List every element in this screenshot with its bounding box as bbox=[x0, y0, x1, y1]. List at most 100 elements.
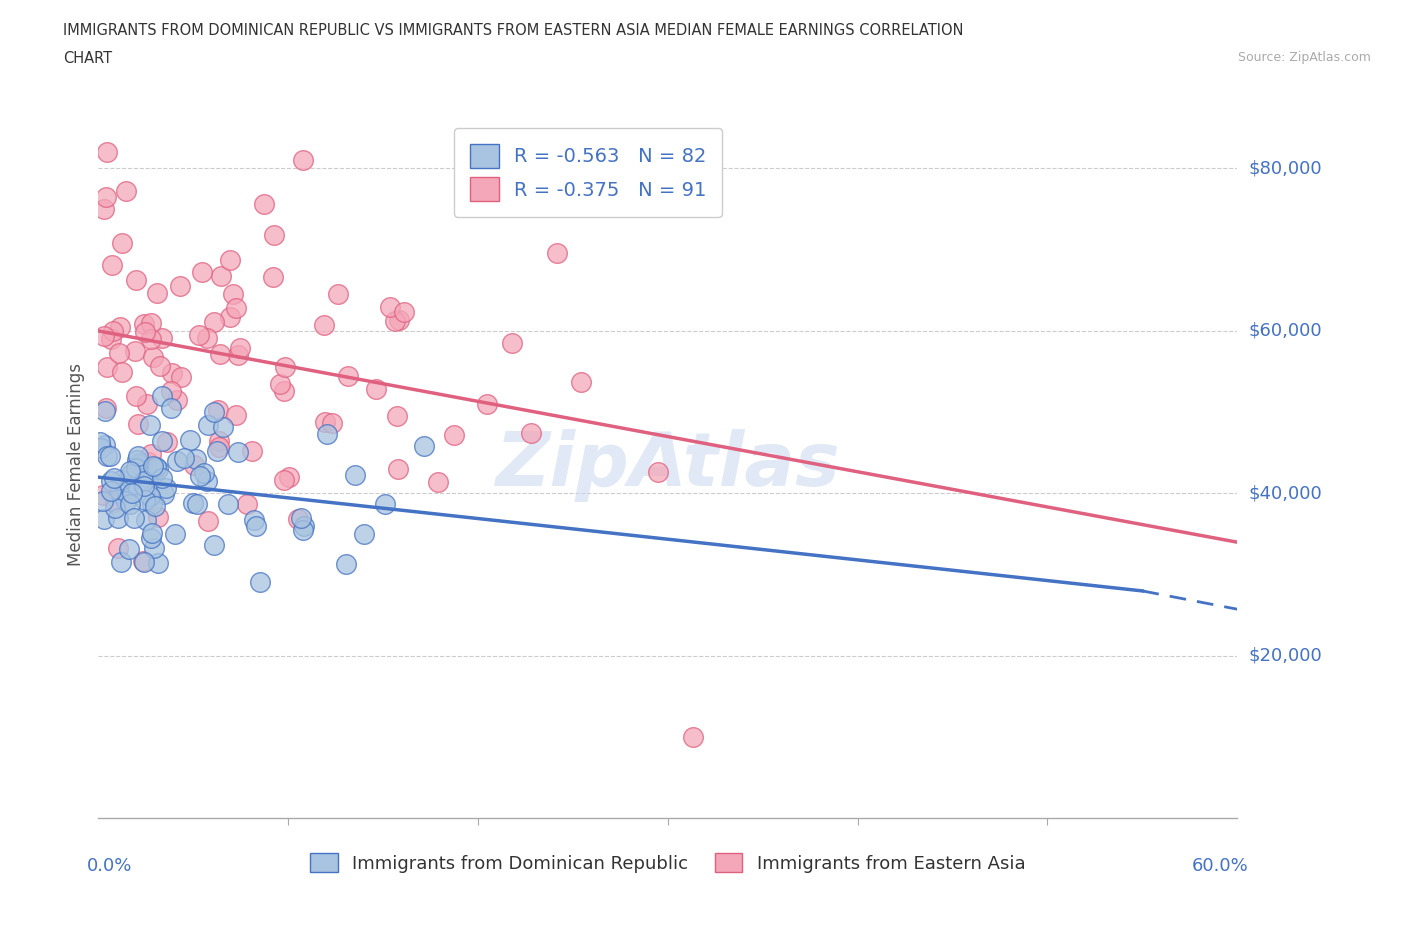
Point bbox=[132, 553, 155, 568]
Point bbox=[110, 554, 132, 569]
Point bbox=[225, 407, 247, 422]
Point bbox=[208, 439, 231, 454]
Text: IMMIGRANTS FROM DOMINICAN REPUBLIC VS IMMIGRANTS FROM EASTERN ASIA MEDIAN FEMALE: IMMIGRANTS FROM DOMINICAN REPUBLIC VS IM… bbox=[63, 23, 963, 38]
Point bbox=[226, 445, 249, 459]
Point bbox=[141, 525, 163, 540]
Point bbox=[205, 444, 228, 458]
Point bbox=[96, 360, 118, 375]
Point bbox=[427, 474, 450, 489]
Point bbox=[139, 488, 162, 503]
Point bbox=[321, 416, 343, 431]
Point bbox=[142, 540, 165, 555]
Point bbox=[170, 370, 193, 385]
Point bbox=[292, 519, 315, 534]
Point bbox=[160, 401, 183, 416]
Point bbox=[374, 497, 396, 512]
Point bbox=[100, 484, 122, 498]
Point bbox=[89, 435, 111, 450]
Point bbox=[117, 482, 139, 497]
Point bbox=[121, 486, 143, 501]
Point bbox=[94, 190, 117, 205]
Point bbox=[277, 470, 299, 485]
Point bbox=[166, 454, 188, 469]
Point bbox=[118, 464, 141, 479]
Point bbox=[240, 444, 263, 458]
Point bbox=[135, 512, 157, 527]
Point bbox=[104, 495, 127, 510]
Point bbox=[380, 300, 402, 315]
Point bbox=[197, 513, 219, 528]
Point bbox=[134, 325, 156, 339]
Y-axis label: Median Female Earnings: Median Female Earnings bbox=[66, 364, 84, 566]
Point bbox=[209, 268, 232, 283]
Point bbox=[187, 327, 209, 342]
Point bbox=[290, 511, 312, 525]
Point bbox=[115, 493, 138, 508]
Point bbox=[100, 473, 122, 488]
Point bbox=[139, 315, 162, 330]
Point bbox=[217, 497, 239, 512]
Point bbox=[384, 313, 406, 328]
Legend: Immigrants from Dominican Republic, Immigrants from Eastern Asia: Immigrants from Dominican Republic, Immi… bbox=[304, 846, 1032, 880]
Point bbox=[153, 486, 176, 501]
Point bbox=[160, 365, 183, 380]
Point bbox=[226, 348, 249, 363]
Text: $60,000: $60,000 bbox=[1249, 322, 1322, 340]
Point bbox=[392, 304, 415, 319]
Point bbox=[195, 473, 218, 488]
Point bbox=[184, 451, 207, 466]
Point bbox=[93, 201, 115, 216]
Point bbox=[94, 438, 117, 453]
Point bbox=[273, 384, 295, 399]
Point bbox=[273, 472, 295, 487]
Point bbox=[413, 438, 436, 453]
Point bbox=[134, 555, 156, 570]
Point bbox=[183, 458, 205, 472]
Point bbox=[101, 324, 124, 339]
Point bbox=[96, 449, 118, 464]
Point bbox=[103, 471, 125, 485]
Point bbox=[316, 426, 339, 441]
Point bbox=[93, 328, 115, 343]
Point bbox=[100, 449, 122, 464]
Point bbox=[501, 335, 523, 350]
Point bbox=[146, 461, 169, 476]
Point bbox=[139, 418, 162, 432]
Point bbox=[136, 471, 159, 485]
Point bbox=[141, 446, 163, 461]
Point bbox=[94, 404, 117, 418]
Point bbox=[141, 497, 163, 512]
Point bbox=[165, 526, 187, 541]
Point bbox=[155, 481, 177, 496]
Point bbox=[475, 397, 498, 412]
Point bbox=[124, 343, 146, 358]
Point bbox=[229, 341, 252, 356]
Point bbox=[156, 434, 179, 449]
Point bbox=[142, 459, 165, 474]
Point bbox=[274, 359, 297, 374]
Point bbox=[136, 454, 159, 469]
Point bbox=[343, 468, 366, 483]
Point bbox=[108, 319, 131, 334]
Point bbox=[100, 331, 122, 346]
Point bbox=[225, 300, 247, 315]
Point bbox=[222, 286, 245, 301]
Point bbox=[219, 310, 242, 325]
Point bbox=[186, 497, 208, 512]
Point bbox=[120, 466, 142, 481]
Point bbox=[443, 428, 465, 443]
Point bbox=[152, 330, 174, 345]
Point bbox=[335, 556, 357, 571]
Point bbox=[328, 286, 350, 301]
Point bbox=[682, 730, 704, 745]
Point bbox=[127, 452, 149, 467]
Point bbox=[193, 465, 215, 480]
Point bbox=[150, 471, 173, 485]
Point bbox=[150, 433, 173, 448]
Point bbox=[132, 316, 155, 331]
Point bbox=[169, 279, 191, 294]
Text: 0.0%: 0.0% bbox=[87, 857, 132, 875]
Point bbox=[202, 538, 225, 552]
Point bbox=[118, 497, 141, 512]
Point bbox=[647, 465, 669, 480]
